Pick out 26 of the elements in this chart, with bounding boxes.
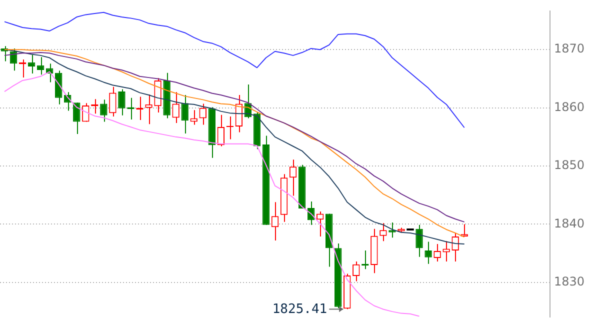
y-tick-label: 1860 (554, 100, 585, 114)
candlestick (109, 86, 116, 118)
y-tick-label: 1850 (554, 158, 585, 172)
candlestick (190, 110, 198, 126)
candlestick (442, 240, 450, 262)
candlestick (452, 233, 459, 262)
candlestick (217, 114, 225, 147)
candlestick (145, 94, 152, 125)
candlestick (73, 102, 80, 135)
y-tick-label: 1830 (554, 274, 585, 289)
candlestick (118, 88, 126, 116)
candlestick (36, 56, 44, 76)
candlestick (388, 222, 396, 238)
candlestick (424, 241, 432, 264)
candlestick (28, 54, 36, 74)
y-tick-label: 1840 (554, 216, 585, 230)
candlestick (46, 63, 54, 83)
candlestick (181, 94, 188, 134)
candlestick (82, 102, 90, 122)
candlestick (154, 78, 162, 113)
annotation: 1825.41 (272, 302, 328, 318)
candlestick (172, 92, 180, 124)
y-tick-label: 1870 (554, 42, 585, 56)
candlestick (416, 224, 423, 258)
candlestick (460, 224, 468, 237)
candlestick (380, 222, 387, 242)
